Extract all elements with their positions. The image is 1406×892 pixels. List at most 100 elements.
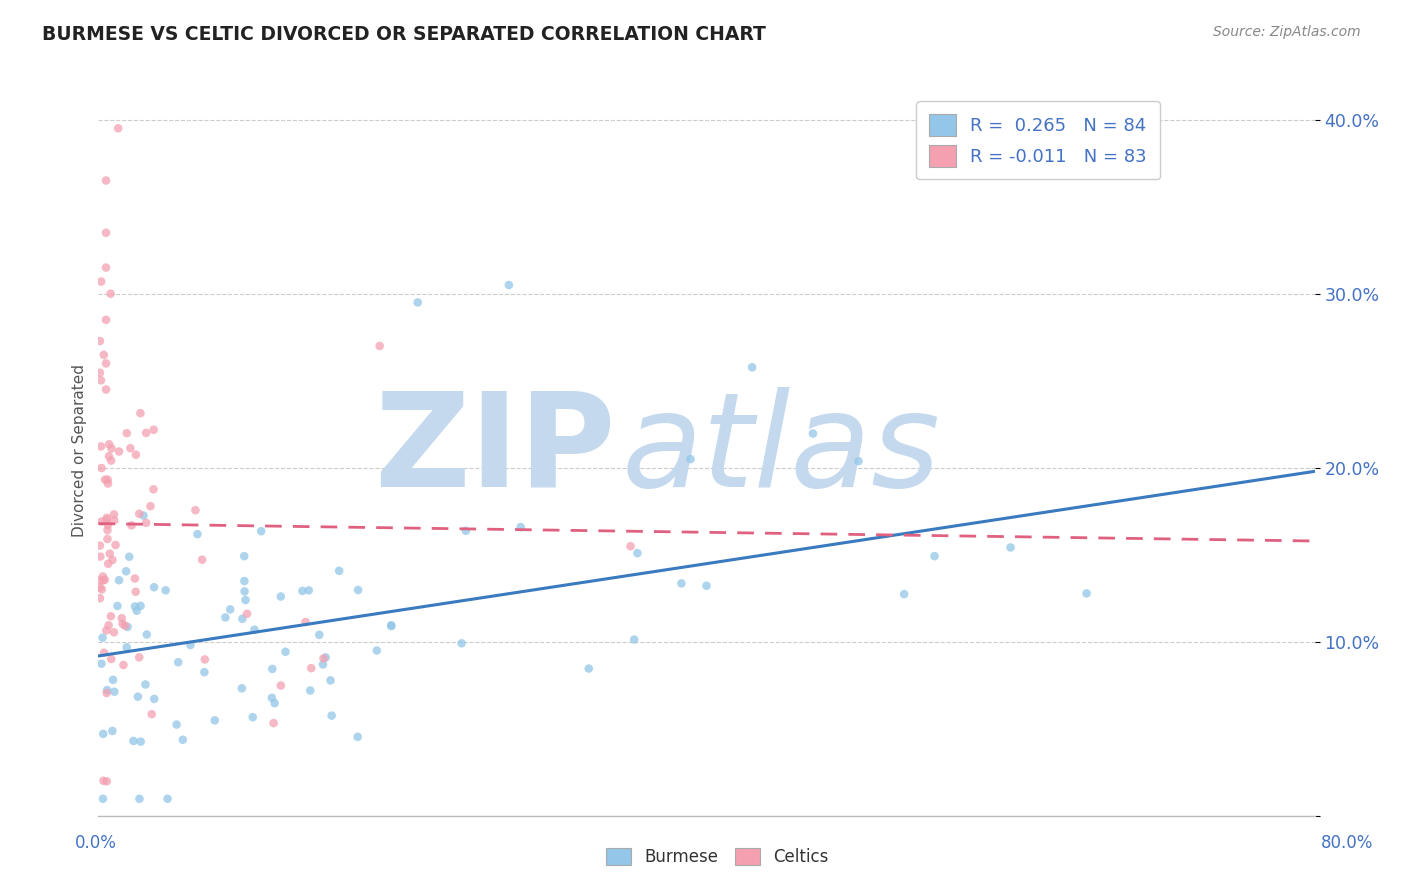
Point	[108, 444, 131, 458]
Point	[125, 604, 148, 618]
Point	[250, 524, 273, 539]
Point	[100, 609, 122, 624]
Point	[299, 661, 322, 675]
Point	[172, 732, 194, 747]
Point	[111, 616, 134, 631]
Point	[124, 584, 146, 599]
Point	[184, 503, 207, 517]
Point	[91, 569, 114, 583]
Point	[94, 356, 117, 370]
Point	[134, 677, 156, 691]
Point	[97, 473, 120, 487]
Point	[124, 572, 146, 586]
Legend: R =  0.265   N = 84, R = -0.011   N = 83: R = 0.265 N = 84, R = -0.011 N = 83	[917, 101, 1160, 179]
Point	[117, 620, 139, 634]
Point	[262, 662, 284, 676]
Point	[97, 618, 120, 632]
Point	[98, 547, 121, 561]
Point	[96, 510, 118, 524]
Text: BURMESE VS CELTIC DIVORCED OR SEPARATED CORRELATION CHART: BURMESE VS CELTIC DIVORCED OR SEPARATED …	[42, 25, 766, 44]
Point	[204, 714, 226, 728]
Point	[100, 652, 122, 666]
Point	[671, 576, 693, 591]
Point	[623, 632, 645, 647]
Point	[233, 584, 256, 599]
Point	[91, 727, 114, 741]
Point	[142, 483, 165, 497]
Point	[346, 730, 368, 744]
Text: ZIP: ZIP	[374, 387, 616, 514]
Point	[122, 734, 145, 748]
Point	[90, 439, 112, 453]
Point	[129, 599, 152, 613]
Point	[111, 611, 134, 625]
Point	[103, 508, 125, 522]
Point	[619, 539, 641, 553]
Point	[167, 655, 190, 669]
Point	[242, 710, 264, 724]
Point	[91, 791, 114, 805]
Legend: Burmese, Celtics: Burmese, Celtics	[599, 841, 835, 873]
Point	[233, 549, 256, 564]
Point	[103, 625, 125, 640]
Text: 80.0%: 80.0%	[1320, 834, 1374, 852]
Point	[312, 651, 335, 665]
Point	[328, 564, 350, 578]
Point	[128, 791, 150, 805]
Point	[97, 449, 120, 463]
Point	[243, 623, 266, 637]
Point	[115, 640, 138, 655]
Point	[291, 583, 314, 598]
Point	[1000, 541, 1022, 555]
Point	[100, 286, 122, 301]
Point	[89, 581, 111, 595]
Point	[89, 539, 111, 553]
Point	[101, 553, 124, 567]
Point	[121, 518, 143, 533]
Point	[124, 599, 146, 614]
Point	[741, 360, 763, 375]
Point	[94, 226, 117, 240]
Point	[263, 716, 285, 731]
Point	[125, 448, 148, 462]
Point	[96, 686, 118, 700]
Point	[696, 579, 718, 593]
Point	[90, 461, 112, 475]
Point	[578, 662, 600, 676]
Point	[347, 582, 370, 597]
Point	[94, 260, 117, 275]
Point	[89, 574, 111, 588]
Point	[219, 602, 242, 616]
Point	[368, 339, 391, 353]
Point	[90, 373, 112, 387]
Point	[94, 573, 117, 587]
Point	[93, 348, 115, 362]
Point	[96, 512, 118, 526]
Point	[139, 499, 162, 513]
Point	[96, 774, 118, 789]
Point	[90, 657, 112, 671]
Point	[848, 454, 870, 468]
Point	[801, 426, 824, 441]
Point	[94, 313, 117, 327]
Point	[231, 612, 253, 626]
Point	[89, 366, 111, 380]
Point	[380, 619, 402, 633]
Point	[107, 599, 129, 613]
Point	[231, 681, 253, 696]
Point	[155, 583, 177, 598]
Point	[679, 452, 702, 467]
Point	[194, 652, 217, 666]
Point	[924, 549, 946, 564]
Point	[186, 527, 208, 541]
Point	[299, 683, 322, 698]
Point	[100, 453, 122, 467]
Point	[89, 591, 111, 606]
Point	[103, 684, 125, 698]
Point	[127, 690, 149, 704]
Point	[270, 679, 292, 693]
Point	[118, 549, 141, 564]
Point	[104, 538, 127, 552]
Point	[93, 773, 115, 788]
Point	[98, 437, 121, 451]
